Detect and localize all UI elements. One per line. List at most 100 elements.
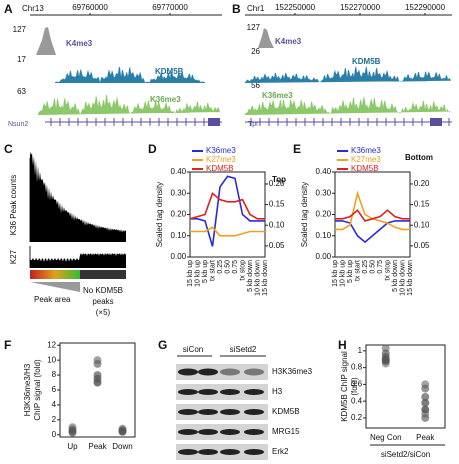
- tick-label: 0.6: [351, 380, 363, 389]
- band: [198, 409, 218, 415]
- x-tick-label: 15 kb down: [407, 260, 414, 296]
- track: [36, 27, 56, 55]
- track-label: KDM5B: [352, 57, 381, 66]
- annotation: Top: [272, 175, 286, 184]
- tick-label: 0: [52, 430, 57, 439]
- band: [178, 449, 198, 455]
- point: [93, 378, 102, 387]
- plot-frame: [334, 171, 411, 258]
- series-line: [189, 191, 265, 220]
- x-tick-label: Peak: [88, 442, 107, 451]
- plot-frame: [365, 344, 446, 429]
- legend-label: K27me3: [351, 155, 381, 164]
- band: [220, 368, 240, 376]
- tick-label: 8: [52, 370, 57, 379]
- row-label: MRG15: [272, 427, 300, 436]
- caption: (×5): [96, 308, 111, 317]
- series-line: [335, 190, 410, 231]
- tick-label: 4: [52, 400, 57, 409]
- caption: peaks: [92, 297, 113, 306]
- series-line: [335, 220, 410, 244]
- coord: 69760000: [72, 3, 108, 12]
- axis-label: Scaled tag density: [300, 182, 309, 247]
- x-tick-label: 15 kb up: [187, 260, 194, 287]
- band: [244, 449, 264, 455]
- tick-label: 0.15: [414, 200, 430, 209]
- axis-label: siSetd2/siCon: [381, 450, 430, 459]
- chrom: Chr1: [247, 4, 265, 13]
- tick-label: 0.20: [269, 179, 285, 188]
- tick-label: 0.8: [351, 363, 363, 372]
- band: [244, 389, 264, 395]
- x-tick-label: 0.25: [362, 260, 369, 274]
- track: [38, 94, 221, 115]
- coord: 69770000: [152, 3, 188, 12]
- exon: [430, 118, 442, 126]
- tick-label: 10: [47, 355, 56, 364]
- band: [178, 389, 198, 395]
- panel-g: G siCon siSetd2 H3K36me3 H3 KDM5B MRG15 Erk2: [158, 338, 313, 460]
- blot: H3K36me3 H3 KDM5B MRG15 Erk2: [176, 364, 313, 460]
- panel-label: A: [4, 2, 13, 16]
- tick-label: 0.4: [351, 396, 363, 405]
- axis-label: H3K36me3/H3: [23, 363, 32, 416]
- track: [258, 28, 274, 48]
- point: [421, 392, 430, 401]
- tick-label: 0.10: [171, 231, 187, 240]
- annotation: Bottom: [405, 153, 433, 162]
- track-scale: 26: [251, 47, 260, 56]
- panel-label: D: [148, 142, 157, 156]
- panel-label: H: [338, 338, 347, 352]
- series-line: [190, 175, 265, 247]
- tick-label: 1: [358, 346, 363, 355]
- panel-b: B Chr1 152250000 152270000 152290000 127…: [232, 2, 452, 128]
- x-tick-label: 10 kb up: [339, 260, 346, 287]
- tick-label: 2: [52, 415, 57, 424]
- tick-label: 0.15: [269, 200, 285, 209]
- track-scale: 56: [251, 81, 260, 90]
- band: [244, 409, 264, 415]
- tick-label: 0.20: [316, 210, 332, 219]
- legend-label: K36me3: [351, 146, 381, 155]
- tick-label: 0.00: [316, 252, 332, 261]
- gene-name: Nsun2: [8, 121, 28, 128]
- axis-label: K27: [9, 249, 18, 264]
- series-line: [335, 209, 410, 222]
- band: [178, 368, 198, 376]
- x-tick-label: 5 kb up: [347, 260, 354, 283]
- band: [220, 389, 240, 395]
- point: [421, 398, 430, 407]
- x-tick-label: 10 kb down: [254, 260, 261, 296]
- color-bar: [80, 270, 126, 279]
- track: [245, 95, 451, 115]
- track: [55, 66, 205, 83]
- series-line: [190, 226, 265, 237]
- panel-a: A Chr13 69760000 69770000 127 17 63 K4me…: [4, 2, 222, 128]
- x-tick-label: tx start: [354, 260, 361, 281]
- legend-label: K27me3: [206, 155, 236, 164]
- point: [93, 359, 102, 368]
- triangle: [30, 282, 80, 292]
- band: [244, 429, 264, 435]
- row-label: H3K36me3: [272, 367, 313, 376]
- x-tick-label: 0.50: [224, 260, 231, 274]
- tick-label: 0.30: [316, 188, 332, 197]
- axis-label: (fold): [350, 377, 359, 396]
- track-label: K36me3: [150, 95, 181, 104]
- x-tick-label: 5 kb up: [202, 260, 209, 283]
- tick-label: 0.40: [316, 167, 332, 176]
- x-tick-label: 0.50: [369, 260, 376, 274]
- tick-label: 0.2: [351, 413, 363, 422]
- axis-label: ChIP signal (fold): [33, 359, 42, 421]
- point: [68, 428, 77, 437]
- axis-label: Scaled tag density: [155, 182, 164, 247]
- tick-label: 0.40: [171, 167, 187, 176]
- x-tick-label: tx stop: [384, 260, 391, 281]
- x-tick-label: Peak: [416, 433, 435, 442]
- tick-label: 6: [52, 385, 57, 394]
- track-scale: 127: [247, 23, 261, 32]
- chrom: Chr13: [22, 4, 44, 13]
- track-scale: 127: [13, 25, 27, 34]
- x-tick-label: 0.25: [217, 260, 224, 274]
